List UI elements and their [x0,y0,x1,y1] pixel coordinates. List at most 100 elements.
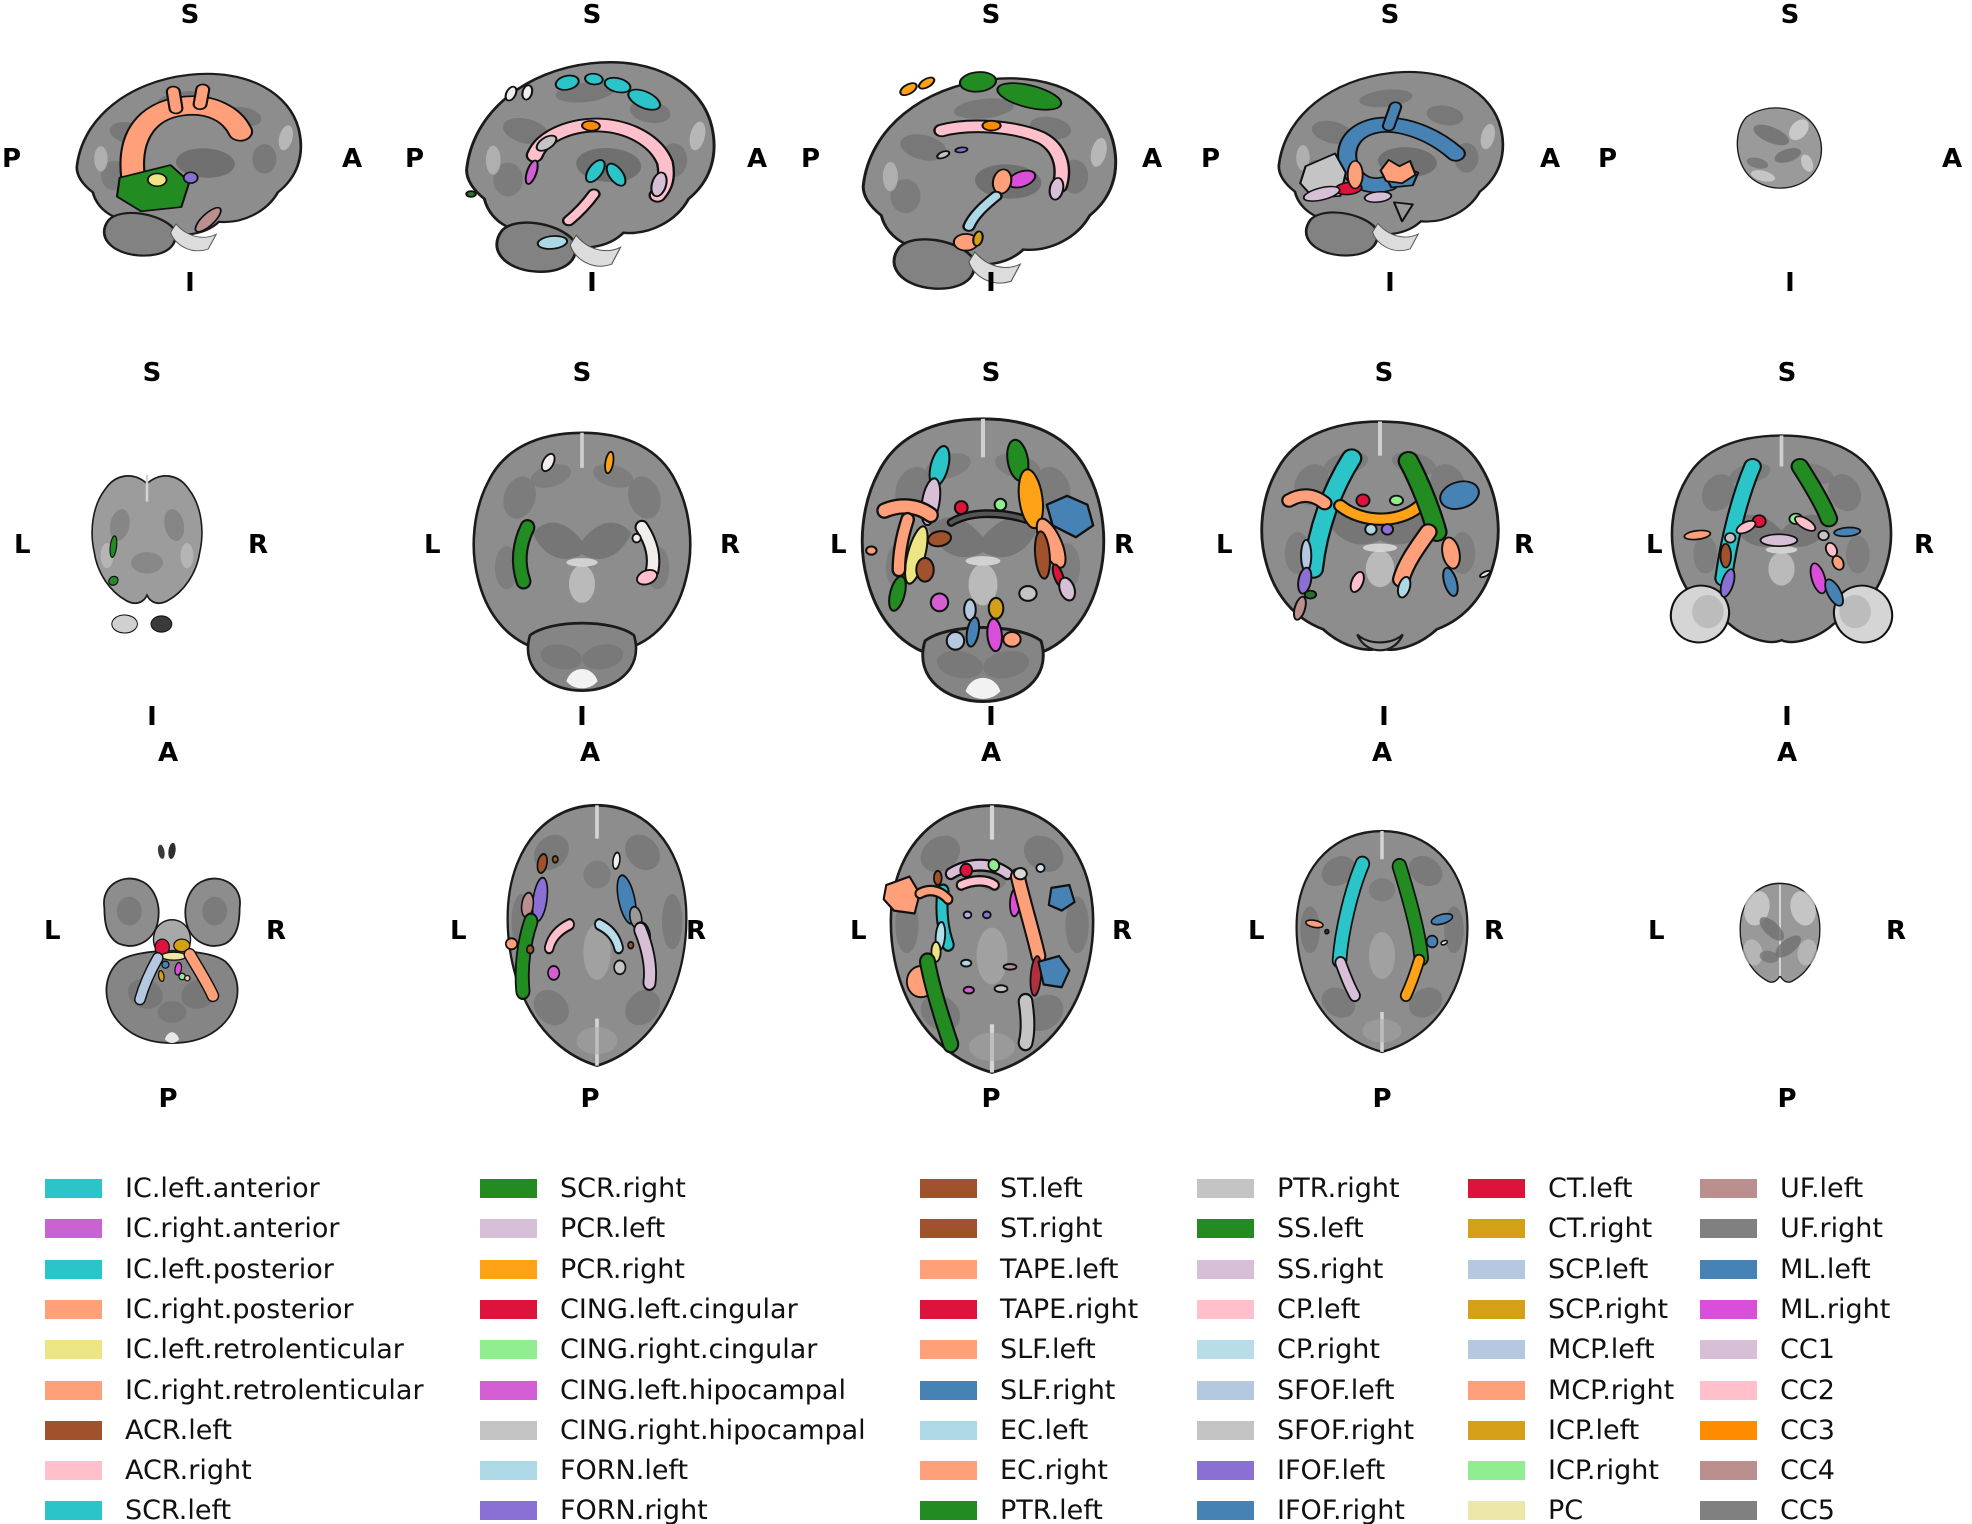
brain-panel-coronal-col5 [1650,426,1913,664]
legend-label: EC.right [1000,1454,1108,1486]
legend-label: PCR.right [560,1253,685,1285]
legend-color-swatch [1197,1218,1254,1238]
brain-panel-coronal-col4 [1238,411,1522,674]
orientation-label-left: L [450,916,467,946]
legend-item: SLF.left [920,1336,1096,1363]
orientation-label-left: P [2,144,22,174]
legend-item: CC4 [1700,1457,1835,1484]
legend-label: TAPE.right [1000,1293,1139,1325]
legend-color-swatch [45,1299,102,1319]
orientation-label-left: L [44,916,61,946]
legend-label: IC.right.posterior [125,1293,354,1325]
orientation-label-bottom: P [580,1084,600,1114]
legend-label: UF.right [1780,1212,1883,1244]
orientation-label-top: A [157,738,179,768]
legend-label: CING.right.cingular [560,1333,818,1365]
legend-label: ICP.right [1548,1454,1659,1486]
orientation-label-top: S [142,358,162,388]
brain-slice-coronal [1260,420,1500,652]
legend-label: MCP.right [1548,1374,1675,1406]
brain-panel-sagittal-col4 [1252,56,1520,268]
legend-item: FORN.right [480,1497,708,1524]
legend-item: PTR.left [920,1497,1103,1524]
legend-item: IC.right.retrolenticular [45,1377,424,1404]
legend-color-swatch [480,1460,537,1480]
legend-label: SFOF.right [1277,1414,1415,1446]
orientation-label-left: L [830,530,847,560]
legend-color-swatch [920,1420,977,1440]
brain-slice-axial [882,804,1095,1074]
orientation-label-right: A [341,144,363,174]
legend-label: CT.left [1548,1172,1633,1204]
orientation-label-top: A [579,738,601,768]
brain-slice-sagittal [1736,107,1823,189]
legend-item: IC.left.posterior [45,1256,334,1283]
orientation-label-left: P [801,144,821,174]
orientation-label-top: S [180,0,200,30]
legend-item: FORN.left [480,1457,688,1484]
legend-color-swatch [45,1259,102,1279]
legend-color-swatch [45,1218,102,1238]
legend-label: SS.left [1277,1212,1364,1244]
orientation-label-left: L [1648,916,1665,946]
legend-item: SS.left [1197,1215,1364,1242]
legend-color-swatch [920,1339,977,1359]
legend-label: CC1 [1780,1333,1835,1365]
legend-color-swatch [45,1500,102,1520]
legend-color-swatch [1468,1500,1525,1520]
legend-color-swatch [920,1299,977,1319]
brain-slice-sagittal [465,61,716,273]
legend-label: CING.right.hipocampal [560,1414,866,1446]
orientation-label-bottom: I [147,702,157,732]
legend-label: TAPE.left [1000,1253,1119,1285]
orientation-label-left: P [405,144,425,174]
legend-label: CC3 [1780,1414,1835,1446]
legend-color-swatch [480,1218,537,1238]
legend-item: IFOF.left [1197,1457,1385,1484]
orientation-label-bottom: I [185,268,195,298]
legend-label: ST.right [1000,1212,1103,1244]
legend-item: PC [1468,1497,1583,1524]
legend-label: ICP.left [1548,1414,1640,1446]
legend-color-swatch [1700,1218,1757,1238]
legend-label: CING.left.hipocampal [560,1374,846,1406]
brain-slice-coronal [1669,434,1894,644]
orientation-label-top: S [572,358,592,388]
legend-color-swatch [1197,1299,1254,1319]
legend-color-swatch [480,1178,537,1198]
orientation-label-left: P [1598,144,1618,174]
legend-color-swatch [1468,1460,1525,1480]
legend-label: PTR.left [1000,1494,1103,1524]
orientation-label-right: R [1885,916,1907,946]
orientation-label-right: A [1539,144,1561,174]
legend-color-swatch [1700,1380,1757,1400]
orientation-label-bottom: I [1385,268,1395,298]
legend-item: ACR.left [45,1417,232,1444]
legend-item: ML.right [1700,1296,1890,1323]
legend-label: ST.left [1000,1172,1083,1204]
legend-label: PCR.left [560,1212,666,1244]
legend-color-swatch [1468,1299,1525,1319]
legend-item: IC.left.retrolenticular [45,1336,404,1363]
brain-slice-coronal [472,431,692,693]
legend-color-swatch [480,1420,537,1440]
orientation-label-bottom: P [158,1084,178,1114]
orientation-label-bottom: I [986,702,996,732]
orientation-label-top: A [1371,738,1393,768]
legend-item: ICP.left [1468,1417,1639,1444]
legend-label: CING.left.cingular [560,1293,798,1325]
legend-item: UF.left [1700,1175,1863,1202]
brain-panel-axial-col2 [483,797,711,1074]
orientation-label-left: L [1646,530,1663,560]
legend-color-swatch [920,1460,977,1480]
brain-slice-axial [505,803,688,1068]
brain-slice-sagittal [861,71,1118,290]
brain-panel-coronal-col2 [452,422,712,693]
legend-label: PC [1548,1494,1584,1524]
legend-item: EC.right [920,1457,1108,1484]
legend-label: SCR.left [125,1494,232,1524]
brain-slice-axial [103,842,241,1044]
legend-item: SCP.left [1468,1256,1648,1283]
orientation-label-right: R [1113,530,1135,560]
